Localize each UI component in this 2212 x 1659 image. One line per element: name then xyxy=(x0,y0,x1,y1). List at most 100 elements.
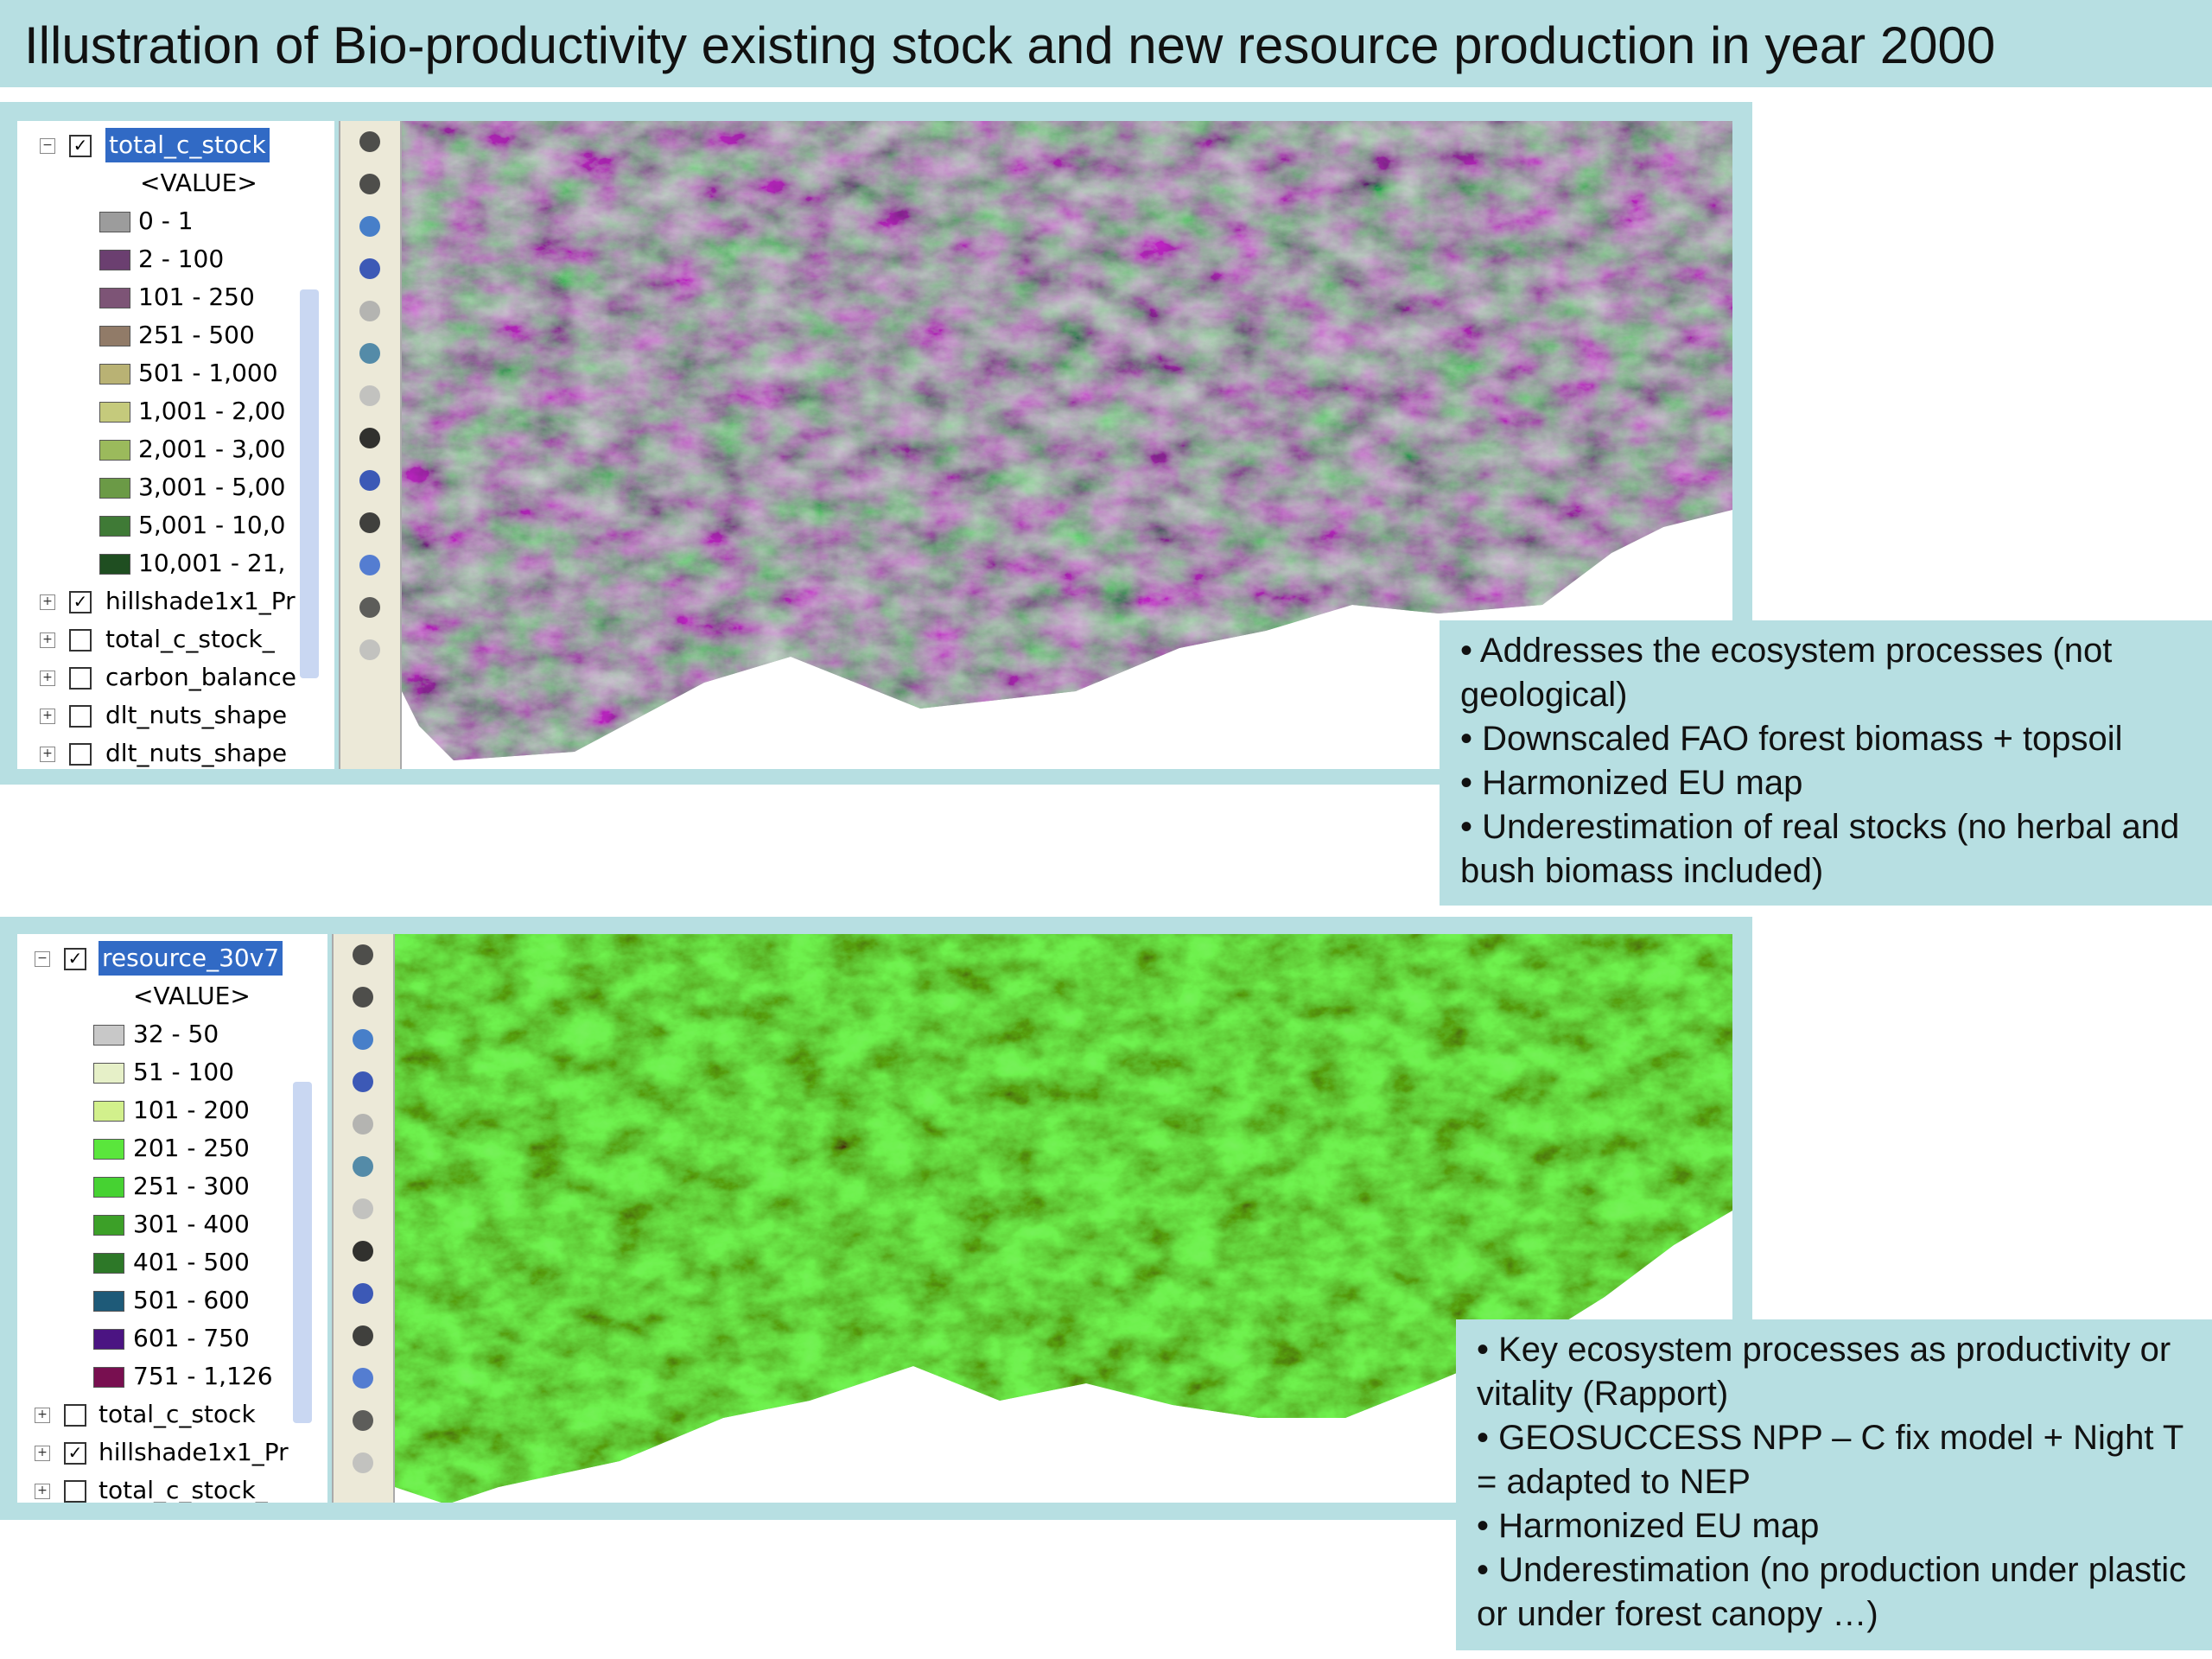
layer-checkbox[interactable] xyxy=(69,629,92,652)
layer-checkbox[interactable]: ✓ xyxy=(64,1442,86,1465)
note-item: • Downscaled FAO forest biomass + topsoi… xyxy=(1460,720,2123,758)
tool-icon[interactable] xyxy=(353,1114,373,1135)
layer-row: + ✓ hillshade1x1_Pr xyxy=(17,1435,327,1470)
legend-label: 51 - 100 xyxy=(133,1058,234,1086)
tool-icon[interactable] xyxy=(359,174,380,194)
legend-class: 501 - 600 xyxy=(17,1283,327,1318)
tool-icon[interactable] xyxy=(353,1241,373,1262)
legend-label: 401 - 500 xyxy=(133,1248,250,1276)
note-item: • GEOSUCCESS NPP – C fix model + Night T… xyxy=(1477,1419,2183,1501)
layer-name[interactable]: dlt_nuts_shape xyxy=(105,701,288,729)
tool-icon[interactable] xyxy=(359,385,380,406)
legend-label: 0 - 1 xyxy=(138,207,194,235)
layer-row: + dlt_nuts_shape xyxy=(17,698,334,733)
tool-icon[interactable] xyxy=(353,1325,373,1346)
expander: + xyxy=(40,671,55,686)
note-item: • Harmonized EU map xyxy=(1477,1507,1820,1545)
layer-row: + total_c_stock xyxy=(17,1397,327,1432)
tool-icon[interactable] xyxy=(353,944,373,965)
expander: + xyxy=(40,594,55,610)
legend-label: 251 - 300 xyxy=(133,1172,250,1200)
tool-icon[interactable] xyxy=(359,258,380,279)
legend-class: 501 - 1,000 xyxy=(17,356,334,391)
tool-icon[interactable] xyxy=(353,987,373,1007)
tool-icon[interactable] xyxy=(353,1071,373,1092)
tool-icon[interactable] xyxy=(359,428,380,448)
legend-label: 3,001 - 5,00 xyxy=(138,473,286,501)
notes-box: • Addresses the ecosystem processes (not… xyxy=(1440,620,2212,906)
layer-checkbox[interactable] xyxy=(69,667,92,690)
tool-icon[interactable] xyxy=(353,1198,373,1219)
note-item: • Addresses the ecosystem processes (not… xyxy=(1460,632,2113,714)
tool-icon[interactable] xyxy=(359,216,380,237)
tool-icon[interactable] xyxy=(353,1368,373,1389)
tool-icon[interactable] xyxy=(359,512,380,533)
layer-name[interactable]: total_c_stock xyxy=(99,1400,256,1428)
legend-label: 1,001 - 2,00 xyxy=(138,397,286,425)
layer-name[interactable]: hillshade1x1_Pr xyxy=(99,1438,289,1466)
tool-icon[interactable] xyxy=(353,1156,373,1177)
layer-row: + total_c_stock_ xyxy=(17,1473,327,1503)
legend-label: 251 - 500 xyxy=(138,321,255,349)
scrollbar xyxy=(293,1082,312,1423)
table-of-contents: − ✓ resource_30v7 <VALUE> 32 - 50 51 - 100 101… xyxy=(17,934,327,1503)
legend-swatch xyxy=(99,212,130,232)
layer-checkbox[interactable]: ✓ xyxy=(69,591,92,613)
layer-checkbox[interactable] xyxy=(64,1404,86,1427)
expander: + xyxy=(35,1484,50,1499)
tool-icon[interactable] xyxy=(359,301,380,321)
expander: − xyxy=(40,138,55,154)
layer-name[interactable]: carbon_balance xyxy=(105,663,296,691)
layer-name[interactable]: total_c_stock xyxy=(105,128,270,162)
slide-title: Illustration of Bio-productivity existin… xyxy=(0,0,2212,87)
tool-icon[interactable] xyxy=(359,597,380,618)
layer-checkbox[interactable]: ✓ xyxy=(64,948,86,970)
layer-name[interactable]: total_c_stock_ xyxy=(105,625,275,653)
legend-class: 401 - 500 xyxy=(17,1245,327,1280)
layer-checkbox[interactable]: ✓ xyxy=(69,135,92,157)
legend-swatch xyxy=(99,288,130,308)
legend-swatch xyxy=(99,440,130,461)
tool-icon[interactable] xyxy=(359,470,380,491)
tool-icon[interactable] xyxy=(353,1029,373,1050)
legend-swatch xyxy=(93,1139,124,1160)
legend-class: 751 - 1,126 xyxy=(17,1359,327,1394)
tool-icon[interactable] xyxy=(359,639,380,660)
layer-name[interactable]: hillshade1x1_Pr xyxy=(105,587,296,615)
note-item: • Underestimation (no production under p… xyxy=(1477,1551,2187,1633)
expander: + xyxy=(35,1446,50,1461)
legend-swatch xyxy=(93,1101,124,1122)
legend-class: 10,001 - 21, xyxy=(17,546,334,581)
tool-icon[interactable] xyxy=(359,343,380,364)
layer-row: + carbon_balance xyxy=(17,660,334,695)
expander: + xyxy=(40,709,55,724)
layer-name[interactable]: resource_30v7 xyxy=(99,941,283,976)
expander: + xyxy=(35,1408,50,1423)
layer-checkbox[interactable] xyxy=(64,1480,86,1503)
tool-icon[interactable] xyxy=(359,555,380,575)
layer-name[interactable]: total_c_stock_ xyxy=(99,1476,268,1503)
tool-icon[interactable] xyxy=(353,1452,373,1473)
legend-class: 1,001 - 2,00 xyxy=(17,394,334,429)
tool-icon[interactable] xyxy=(359,131,380,152)
legend-label: 101 - 250 xyxy=(138,283,255,311)
layer-checkbox[interactable] xyxy=(69,705,92,728)
legend-swatch xyxy=(99,364,130,385)
tool-icon[interactable] xyxy=(353,1283,373,1304)
layer-name[interactable]: dlt_nuts_shape xyxy=(105,739,288,767)
layer-checkbox[interactable] xyxy=(69,743,92,766)
legend-class: 0 - 1 xyxy=(17,204,334,238)
tool-icon[interactable] xyxy=(353,1410,373,1431)
legend-label: 32 - 50 xyxy=(133,1020,219,1048)
legend-swatch xyxy=(93,1253,124,1274)
note-item: • Underestimation of real stocks (no her… xyxy=(1460,808,2180,890)
legend-label: 2 - 100 xyxy=(138,245,225,273)
legend-class: 601 - 750 xyxy=(17,1321,327,1356)
map-view xyxy=(402,121,1732,769)
toolbar xyxy=(332,934,395,1503)
legend-class: 3,001 - 5,00 xyxy=(17,470,334,505)
legend-class: 32 - 50 xyxy=(17,1017,327,1052)
layer-row: + ✓ hillshade1x1_Pr xyxy=(17,584,334,619)
scrollbar xyxy=(300,289,319,678)
